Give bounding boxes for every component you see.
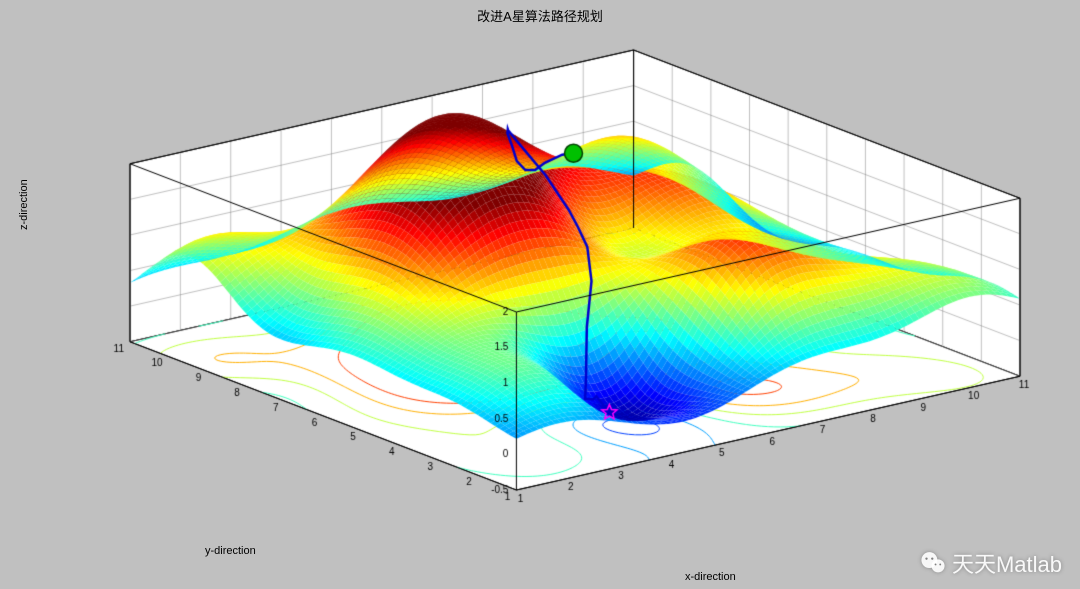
surface-canvas — [60, 30, 1040, 560]
x-axis-label: x-direction — [685, 571, 736, 583]
z-axis-label: z-direction — [18, 179, 30, 230]
watermark: 天天Matlab — [920, 547, 1062, 579]
wechat-icon — [920, 550, 946, 576]
plot-area — [60, 30, 1040, 560]
y-axis-label: y-direction — [205, 545, 256, 557]
watermark-text: 天天Matlab — [952, 547, 1062, 579]
chart-title: 改进A星算法路径规划 — [0, 6, 1080, 25]
